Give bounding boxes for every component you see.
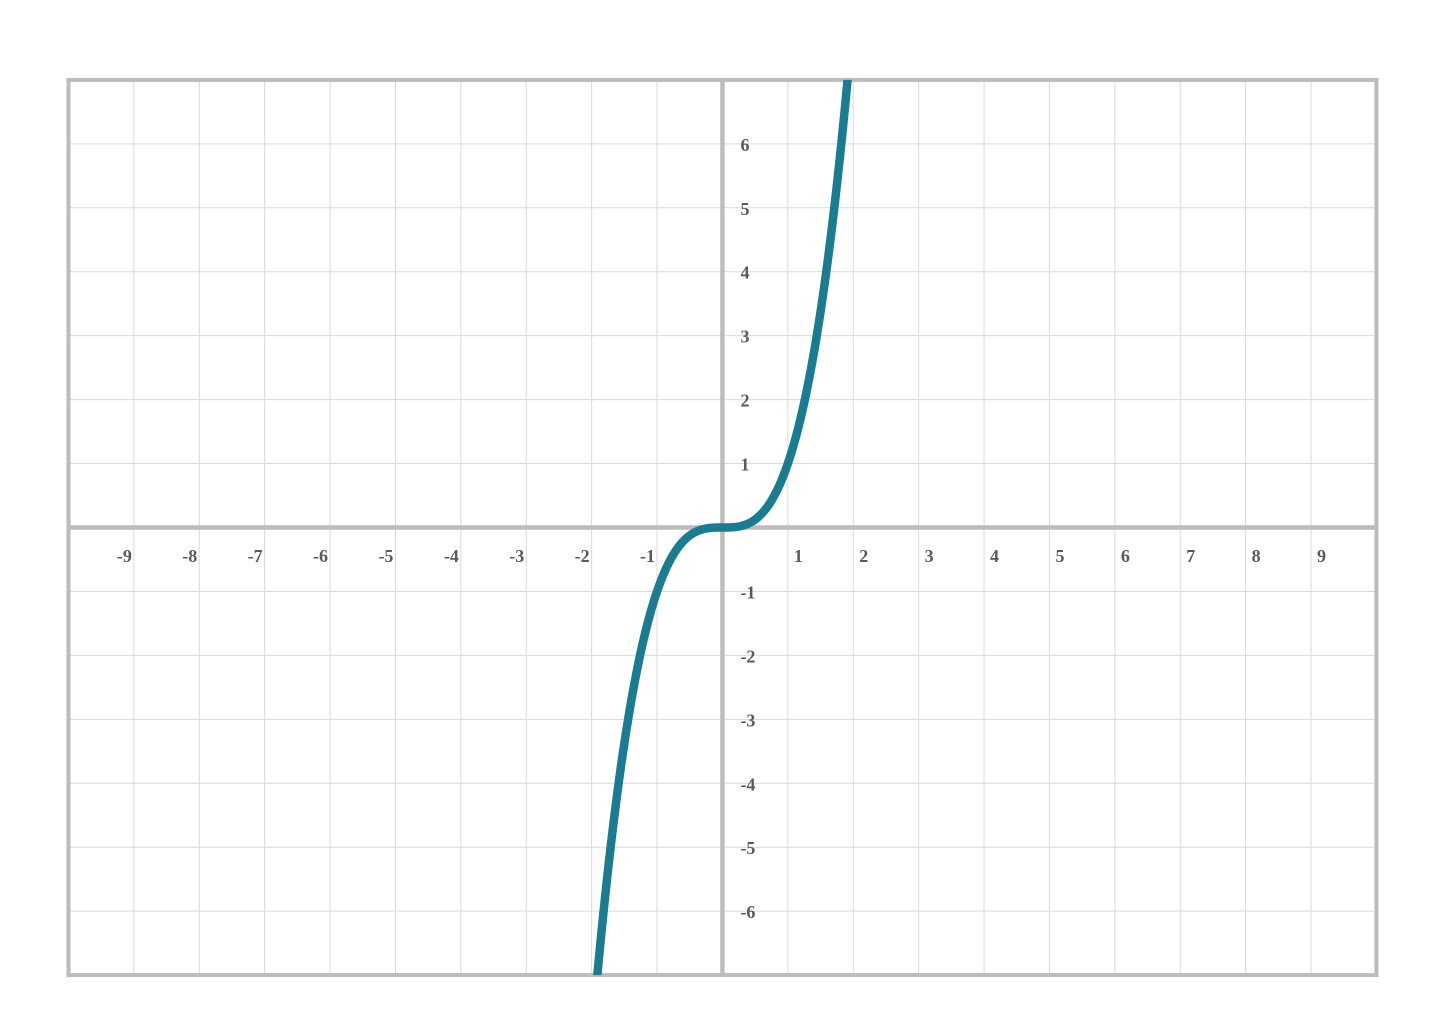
svg-text:4: 4 xyxy=(990,546,999,566)
svg-text:5: 5 xyxy=(740,199,749,219)
svg-text:-8: -8 xyxy=(182,546,197,566)
svg-text:-5: -5 xyxy=(378,546,393,566)
svg-text:5: 5 xyxy=(1055,546,1064,566)
svg-text:-6: -6 xyxy=(740,902,755,922)
svg-text:-6: -6 xyxy=(313,546,328,566)
svg-text:7: 7 xyxy=(1186,546,1195,566)
svg-text:1: 1 xyxy=(740,455,749,475)
svg-text:-2: -2 xyxy=(740,646,755,666)
svg-text:-3: -3 xyxy=(509,546,524,566)
svg-text:2: 2 xyxy=(740,391,749,411)
svg-text:-1: -1 xyxy=(640,546,655,566)
svg-text:3: 3 xyxy=(740,327,749,347)
svg-text:4: 4 xyxy=(740,263,749,283)
svg-text:2: 2 xyxy=(859,546,868,566)
svg-text:1: 1 xyxy=(794,546,803,566)
svg-text:8: 8 xyxy=(1252,546,1261,566)
svg-text:-2: -2 xyxy=(575,546,590,566)
svg-text:-1: -1 xyxy=(740,582,755,602)
svg-text:-4: -4 xyxy=(740,774,755,794)
svg-text:3: 3 xyxy=(925,546,934,566)
svg-text:-3: -3 xyxy=(740,710,755,730)
svg-text:-5: -5 xyxy=(740,838,755,858)
svg-text:9: 9 xyxy=(1317,546,1326,566)
svg-text:-7: -7 xyxy=(248,546,263,566)
svg-text:6: 6 xyxy=(1121,546,1130,566)
svg-text:6: 6 xyxy=(740,135,749,155)
svg-text:-4: -4 xyxy=(444,546,459,566)
svg-text:-9: -9 xyxy=(117,546,132,566)
